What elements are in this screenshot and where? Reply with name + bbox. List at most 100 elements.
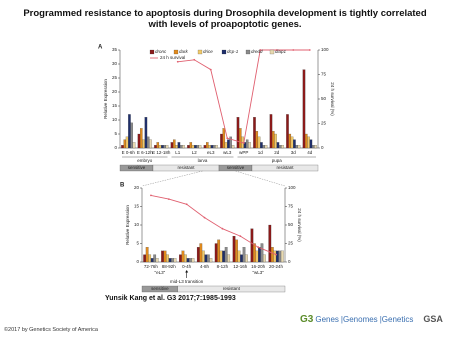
y2-tick-label: 0	[288, 259, 291, 264]
x-tick-label: E 12-18h	[152, 150, 171, 155]
line-point	[176, 60, 179, 63]
x-tick-label: 4-8h	[200, 264, 210, 269]
phase-label: resistant	[276, 165, 294, 170]
line-point	[308, 49, 311, 51]
y2-tick-label: 50	[321, 96, 327, 101]
stage-label: larva	[198, 158, 208, 163]
slide-title: Programmed resistance to apoptosis durin…	[23, 8, 427, 30]
bar	[153, 254, 157, 263]
line-point	[259, 49, 262, 51]
phase-bar	[177, 285, 286, 293]
y-axis-label: Relative Expression	[103, 79, 108, 119]
logo-word: Genes	[315, 315, 339, 324]
bar	[163, 250, 167, 263]
bar	[255, 250, 259, 263]
logo-word: Genomes	[343, 315, 378, 324]
bar	[179, 145, 183, 149]
bar	[184, 254, 187, 263]
bar	[144, 117, 148, 149]
y-tick-label: 5	[136, 241, 139, 246]
sublabel: "wL3"	[252, 270, 264, 275]
bar	[143, 254, 147, 263]
line-point	[292, 49, 295, 51]
bar	[232, 236, 236, 263]
bar	[293, 139, 296, 149]
bar	[199, 243, 203, 263]
line-point	[226, 137, 229, 140]
y2-tick-label: 0	[321, 145, 324, 150]
bar	[156, 142, 160, 149]
bar	[168, 258, 172, 263]
y2-tick-label: 75	[288, 204, 294, 209]
bar	[191, 258, 195, 263]
y-tick-label: 35	[112, 47, 118, 52]
bar	[229, 136, 232, 149]
phase-label: resistant	[223, 286, 241, 291]
legend-label: diap1	[275, 49, 287, 54]
legend-swatch	[149, 49, 155, 55]
bar	[194, 145, 197, 149]
bar	[250, 228, 254, 263]
bar	[186, 258, 190, 263]
x-tick-label: L2	[192, 150, 198, 155]
bar	[224, 247, 228, 263]
bar	[215, 145, 218, 149]
connector	[235, 170, 286, 187]
copyright: ©2017 by Genetics Society of America	[4, 327, 98, 333]
bar	[175, 145, 178, 149]
bar	[272, 131, 275, 149]
bar	[173, 258, 177, 263]
bar	[189, 142, 193, 149]
y2-tick-label: 100	[288, 185, 296, 190]
bar	[240, 254, 243, 263]
bar	[222, 128, 226, 149]
bar	[297, 145, 301, 149]
bar	[305, 133, 308, 149]
bar	[269, 114, 273, 149]
bar	[189, 258, 192, 263]
phase-label: sensitive	[151, 286, 169, 291]
y-tick-label: 30	[112, 61, 118, 66]
bar	[146, 136, 150, 149]
line-point	[209, 68, 212, 71]
bar	[235, 239, 238, 263]
bar	[128, 114, 131, 149]
bar	[203, 145, 207, 149]
x-tick-label: 72-76h	[144, 264, 159, 269]
y-tick-label: 0	[114, 145, 117, 150]
x-tick-label: wL3	[223, 150, 232, 155]
legend-label: dark	[179, 49, 189, 54]
bar	[123, 139, 127, 149]
y2-tick-label: 100	[321, 47, 329, 52]
legend-label: dredd	[251, 49, 263, 54]
x-tick-label: 20-24h	[269, 264, 284, 269]
y-tick-label: 10	[112, 117, 118, 122]
bar	[158, 145, 162, 149]
phase-label: sensitive	[128, 165, 146, 170]
line-point	[275, 49, 278, 51]
line	[150, 194, 277, 256]
bar	[236, 117, 240, 149]
x-tick-label: 3d	[291, 150, 297, 155]
y-axis-label: Relative Expression	[125, 205, 130, 245]
bar	[260, 243, 264, 263]
bar	[179, 254, 182, 263]
line-point	[275, 253, 277, 256]
bar	[171, 258, 174, 263]
bar	[212, 145, 216, 149]
legend-label: dcp-1	[227, 49, 239, 54]
line-point	[193, 58, 196, 61]
bar	[161, 145, 164, 149]
line-point	[167, 198, 170, 201]
bar	[274, 133, 277, 149]
logo-word: Genetics	[381, 315, 414, 324]
logo-journal: G3	[300, 314, 314, 325]
bar	[288, 133, 292, 149]
x-tick-label: 8-12h	[217, 264, 229, 269]
y2-tick-label: 25	[321, 121, 327, 126]
bar	[196, 145, 199, 149]
bar	[273, 250, 277, 263]
line-point	[203, 216, 206, 219]
stage-label: embryo	[137, 158, 153, 163]
x-tick-label: L1	[175, 150, 181, 155]
